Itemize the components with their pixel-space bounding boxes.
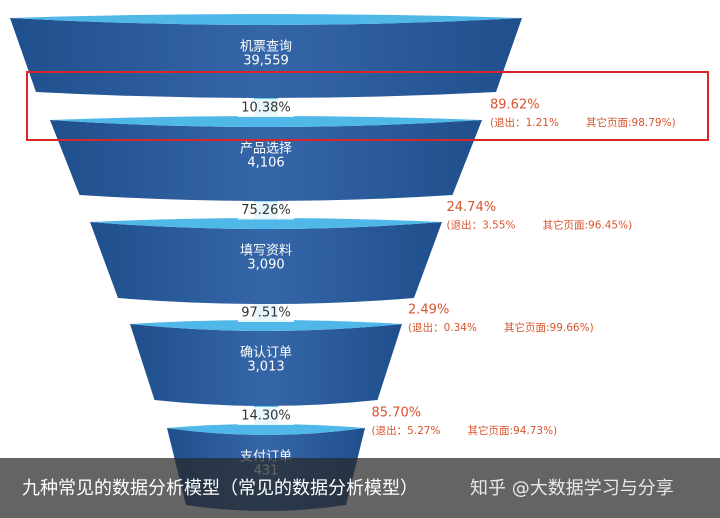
watermark: 知乎 @大数据学习与分享 [470, 478, 674, 499]
stage-value: 3,090 [247, 258, 284, 273]
stage-value: 39,559 [243, 54, 289, 69]
exit-rate: (退出：1.21% [490, 116, 559, 129]
conversion-rate: 97.51% [241, 306, 291, 321]
stage-top-edge [50, 116, 482, 127]
stage-top-edge [90, 218, 442, 229]
exit-rate: (退出：5.27% [372, 424, 441, 437]
churn-rate: 2.49% [408, 303, 449, 318]
stage-value: 4,106 [247, 156, 284, 171]
funnel-stage [10, 18, 522, 98]
other-pages-rate: 其它页面:98.79%) [586, 116, 676, 129]
stage-top-edge [167, 424, 365, 435]
conversion-bg [238, 201, 294, 220]
other-pages-rate: 其它页面:96.45%) [543, 219, 633, 232]
highlight-box [26, 71, 709, 141]
funnel-stage [90, 222, 442, 304]
caption-bar [0, 458, 720, 518]
stage-name: 填写资料 [240, 244, 292, 259]
churn-rate: 85.70% [372, 406, 422, 421]
exit-rate: (退出：0.34% [408, 321, 477, 334]
stage-value: 3,013 [247, 360, 284, 375]
conversion-bg [238, 407, 294, 425]
conversion-rate: 75.26% [241, 203, 291, 218]
churn-rate: 89.62% [490, 98, 540, 113]
conversion-bg [238, 99, 294, 117]
funnel-stage [130, 324, 402, 406]
stage-name: 机票查询 [240, 40, 292, 55]
stage-top-edge [10, 14, 522, 25]
churn-rate: 24.74% [447, 200, 497, 215]
other-pages-rate: 其它页面:94.73%) [468, 424, 558, 437]
conversion-bg [238, 304, 294, 322]
stage-name: 确认订单 [240, 346, 292, 361]
stage-top-edge [130, 320, 402, 331]
stage-name: 产品选择 [240, 142, 292, 157]
conversion-rate: 14.30% [241, 409, 291, 424]
exit-rate: (退出：3.55% [447, 219, 516, 232]
other-pages-rate: 其它页面:99.66%) [504, 321, 594, 334]
conversion-rate: 10.38% [241, 101, 291, 116]
caption: 九种常见的数据分析模型（常见的数据分析模型） [22, 478, 418, 499]
